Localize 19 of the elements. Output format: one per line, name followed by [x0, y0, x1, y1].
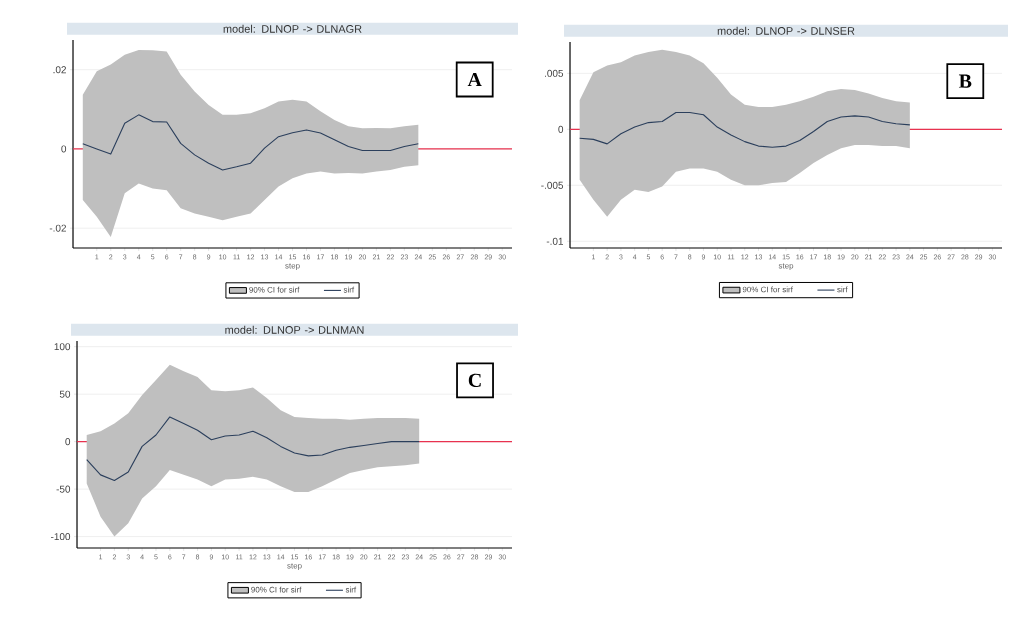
chart-title: model: DLNOP -> DLNAGR [223, 24, 362, 33]
y-tick-label: 0 [558, 125, 564, 133]
y-tick-label: -100 [50, 533, 71, 541]
y-tick-label: 50 [59, 390, 71, 398]
annotation: B [958, 74, 972, 88]
y-tick-label: -50 [56, 485, 71, 493]
y-tick-label: 0 [65, 438, 71, 446]
y-tick-label: -.01 [546, 237, 564, 245]
y-tick-label: -.02 [49, 224, 66, 232]
y-tick-label: 100 [54, 343, 71, 351]
line-series [579, 111, 911, 148]
y-tick-label: -.005 [541, 181, 564, 189]
y-tick-label: 0 [61, 145, 67, 153]
y-tick-label: .02 [53, 66, 66, 74]
chart-title: model: DLNOP -> DLNSER [717, 26, 855, 35]
y-tick-label: .005 [545, 69, 564, 77]
chart-title: model: DLNOP -> DLNMAN [225, 325, 364, 334]
annotation: A [467, 72, 482, 87]
annotation: C [468, 373, 481, 387]
